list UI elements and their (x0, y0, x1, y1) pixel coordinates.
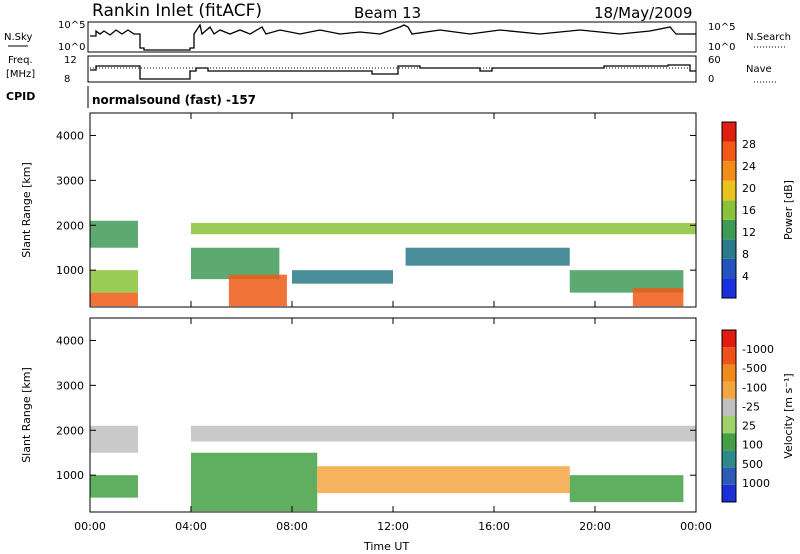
freq-trace (90, 64, 696, 80)
station-title: Rankin Inlet (fitACF) (92, 1, 262, 21)
colorbar-tick-label: 4 (742, 270, 749, 283)
data-band (569, 475, 684, 503)
colorbar-swatch (722, 200, 736, 220)
colorbar-tick-label: 24 (742, 160, 756, 173)
y-axis-title: Slant Range [km] (20, 367, 33, 463)
colorbar-swatch (722, 381, 736, 399)
data-band (292, 270, 393, 284)
x-tick-label: 04:00 (175, 520, 207, 533)
y-tick-label: 4000 (56, 334, 84, 347)
x-axis-title: Time UT (363, 540, 409, 553)
colorbar-swatch (722, 278, 736, 298)
data-band (90, 425, 138, 453)
colorbar-title: Power [dB] (782, 180, 795, 240)
nsky-tick-high: 10^5 (58, 20, 85, 31)
colorbar-tick-label: -1000 (742, 343, 774, 356)
colorbar-tick-label: 100 (742, 439, 763, 452)
colorbar-swatch (722, 433, 736, 451)
data-band (191, 247, 280, 280)
colorbar-tick-label: -100 (742, 381, 767, 394)
cpid-label: CPID (6, 90, 35, 103)
colorbar-tick-label: 25 (742, 420, 756, 433)
freq-label: Freq. (8, 55, 33, 66)
colorbar-tick-label: -500 (742, 362, 767, 375)
colorbar-tick-label: 16 (742, 204, 756, 217)
data-band (569, 270, 684, 293)
colorbar-swatch (722, 416, 736, 434)
nsky-panel (87, 21, 697, 53)
colorbar-swatch (722, 364, 736, 382)
y-tick-label: 1000 (56, 264, 84, 277)
data-band (90, 270, 138, 293)
data-band (191, 452, 318, 512)
data-band (90, 475, 138, 498)
x-tick-label: 12:00 (377, 520, 409, 533)
y-tick-label: 2000 (56, 424, 84, 437)
nsearch-tick-high: 10^5 (708, 22, 735, 33)
x-tick-label: 00:00 (680, 520, 712, 533)
colorbar-tick-label: 20 (742, 182, 756, 195)
nsky-tick-low: 10^0 (58, 42, 85, 53)
colorbar-swatch (722, 161, 736, 181)
y-tick-label: 2000 (56, 219, 84, 232)
data-band (90, 292, 138, 307)
date-label: 18/May/2009 (594, 4, 692, 22)
colorbar-swatch (722, 258, 736, 279)
colorbar-swatch (722, 141, 736, 162)
cpid-value: normalsound (fast) -157 (92, 93, 256, 107)
colorbar-frame (721, 121, 737, 299)
nsky-trace (90, 23, 696, 51)
colorbar-swatch (722, 450, 736, 468)
colorbar-swatch (722, 180, 736, 201)
data-band (191, 425, 696, 442)
nave-tick-high: 60 (708, 55, 721, 66)
freq-panel (87, 55, 697, 83)
velocity-panel: 1000 2000 3000 4000 00:00 04:00 08:00 12:00 16:0… (20, 317, 795, 533)
colorbar-tick-label: 500 (742, 458, 763, 471)
colorbar-swatch (722, 330, 736, 348)
data-band (90, 220, 138, 248)
freq-tick-low: 8 (64, 74, 70, 85)
freq-tick-high: 12 (64, 55, 77, 66)
power-panel: 1000 2000 3000 4000 Slant Range [km] 4 8 12 16 20… (20, 112, 795, 308)
y-tick-label: 3000 (56, 379, 84, 392)
data-band (405, 247, 570, 266)
nsearch-label: N.Search (746, 32, 791, 43)
x-tick-label: 16:00 (478, 520, 510, 533)
colorbar-swatch (722, 122, 736, 142)
y-axis-title: Slant Range [km] (20, 162, 33, 258)
x-tick-label: 00:00 (74, 520, 106, 533)
data-band (191, 223, 696, 235)
colorbar-tick-label: 8 (742, 248, 749, 261)
data-band (632, 288, 684, 307)
colorbar-frame (721, 329, 737, 503)
colorbar-swatch (722, 398, 736, 416)
nsearch-tick-low: 10^0 (708, 42, 735, 53)
y-tick-label: 3000 (56, 174, 84, 187)
beam-label: Beam 13 (354, 4, 421, 22)
colorbar-swatch (722, 467, 736, 485)
nave-label: Nave (746, 64, 772, 75)
colorbar-tick-label: 28 (742, 138, 756, 151)
nave-tick-low: 0 (708, 74, 714, 85)
y-tick-label: 4000 (56, 129, 84, 142)
colorbar-swatch (722, 219, 736, 240)
colorbar-swatch (722, 347, 736, 365)
data-band (228, 274, 287, 307)
colorbar-tick-label: 1000 (742, 477, 770, 490)
colorbar-tick-label: 12 (742, 226, 756, 239)
y-tick-label: 1000 (56, 469, 84, 482)
freq-unit: [MHz] (6, 69, 35, 80)
x-tick-label: 20:00 (579, 520, 611, 533)
colorbar-title: Velocity [m s⁻¹] (782, 373, 795, 458)
colorbar-swatch (722, 484, 736, 502)
x-tick-label: 08:00 (276, 520, 308, 533)
colorbar-tick-label: -25 (742, 400, 760, 413)
data-band (317, 466, 570, 494)
colorbar-swatch (722, 239, 736, 259)
nsky-label: N.Sky (4, 32, 32, 43)
